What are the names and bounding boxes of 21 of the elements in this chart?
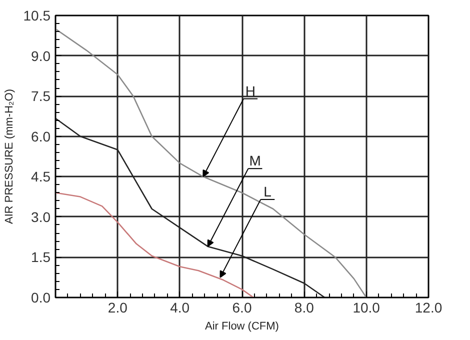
y-axis-title: AIR PRESSURE (mm-H₂O) bbox=[3, 88, 16, 224]
line-series bbox=[56, 192, 254, 298]
annotation: M bbox=[249, 152, 261, 169]
x-axis-title: Air Flow (CFM) bbox=[205, 320, 279, 332]
y-tick-label: 3.0 bbox=[31, 208, 51, 225]
x-tick-label: 8.0 bbox=[294, 300, 314, 316]
x-tick-label: 6.0 bbox=[232, 300, 252, 316]
annotation: H bbox=[245, 82, 256, 99]
y-tick-label: 9.0 bbox=[31, 48, 51, 64]
x-tick-label: 4.0 bbox=[170, 300, 190, 316]
y-tick-label: 1.5 bbox=[31, 249, 51, 266]
x-tick-label: 10.0 bbox=[352, 300, 380, 316]
y-tick-label: 7.5 bbox=[31, 88, 51, 104]
y-tick-label: 6.0 bbox=[31, 128, 51, 144]
line-series bbox=[56, 28, 367, 298]
y-tick-label: 10.5 bbox=[23, 8, 51, 24]
annotation: L bbox=[264, 183, 272, 200]
x-tick-label: 12.0 bbox=[414, 300, 442, 316]
y-tick-label: 4.5 bbox=[31, 168, 51, 185]
x-tick-label: 2.0 bbox=[108, 300, 128, 316]
y-tick-label: 0.0 bbox=[31, 290, 51, 306]
